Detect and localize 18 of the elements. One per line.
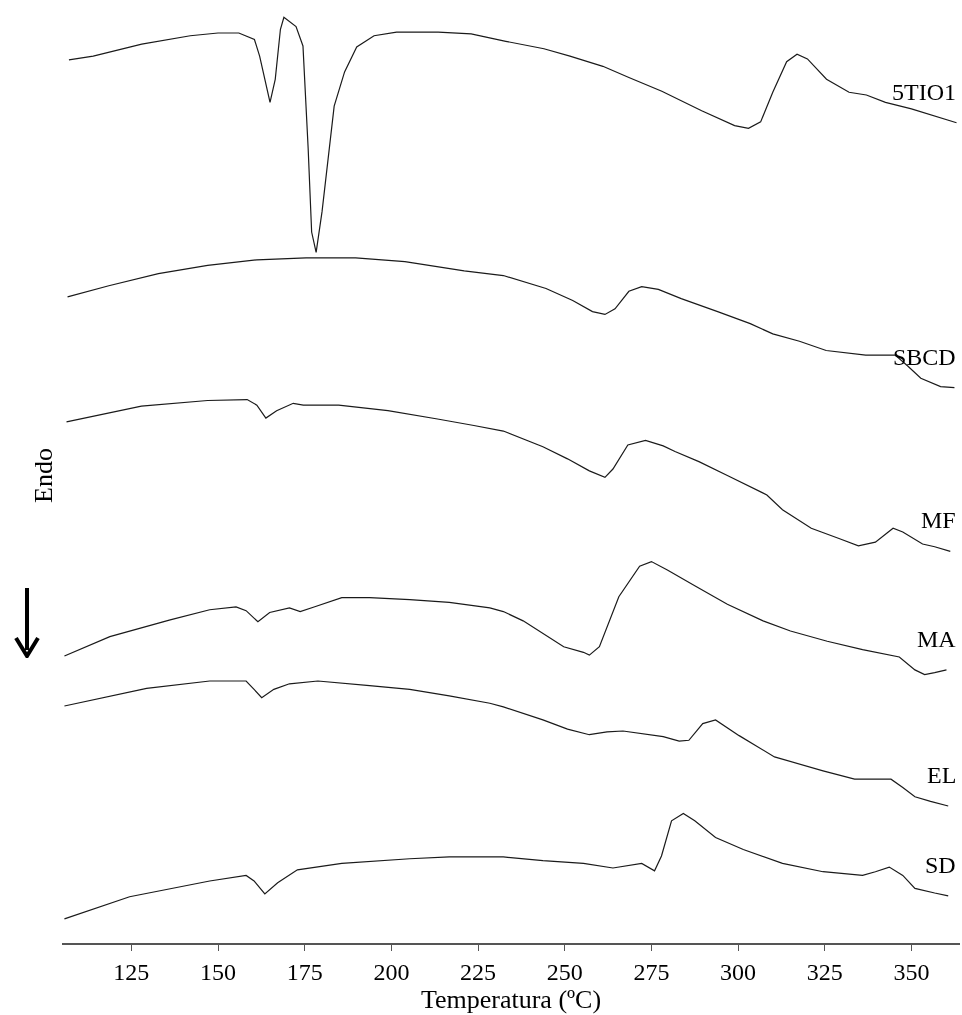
x-tick-label: 325 — [806, 958, 843, 985]
x-tick-label: 225 — [460, 958, 497, 985]
x-tick-label: 175 — [286, 958, 323, 985]
y-axis-title: Endo — [29, 448, 59, 503]
series-label: EL — [927, 762, 957, 788]
x-tick-label: 250 — [546, 958, 583, 985]
series-label: 5TIO1 — [892, 79, 956, 105]
x-tick-label: 275 — [633, 958, 670, 985]
x-tick-label: 300 — [720, 958, 757, 985]
x-tick-label: 125 — [113, 958, 150, 985]
x-tick-label: 200 — [373, 958, 410, 985]
series-label: SBCD — [893, 344, 956, 370]
x-tick-label: 350 — [893, 958, 930, 985]
series-label: MA — [917, 626, 957, 652]
series-label: MF — [921, 507, 956, 533]
x-axis-title: Temperatura (ºC) — [420, 984, 602, 1014]
x-tick-label: 150 — [200, 958, 237, 985]
series-label: SD — [925, 852, 956, 878]
